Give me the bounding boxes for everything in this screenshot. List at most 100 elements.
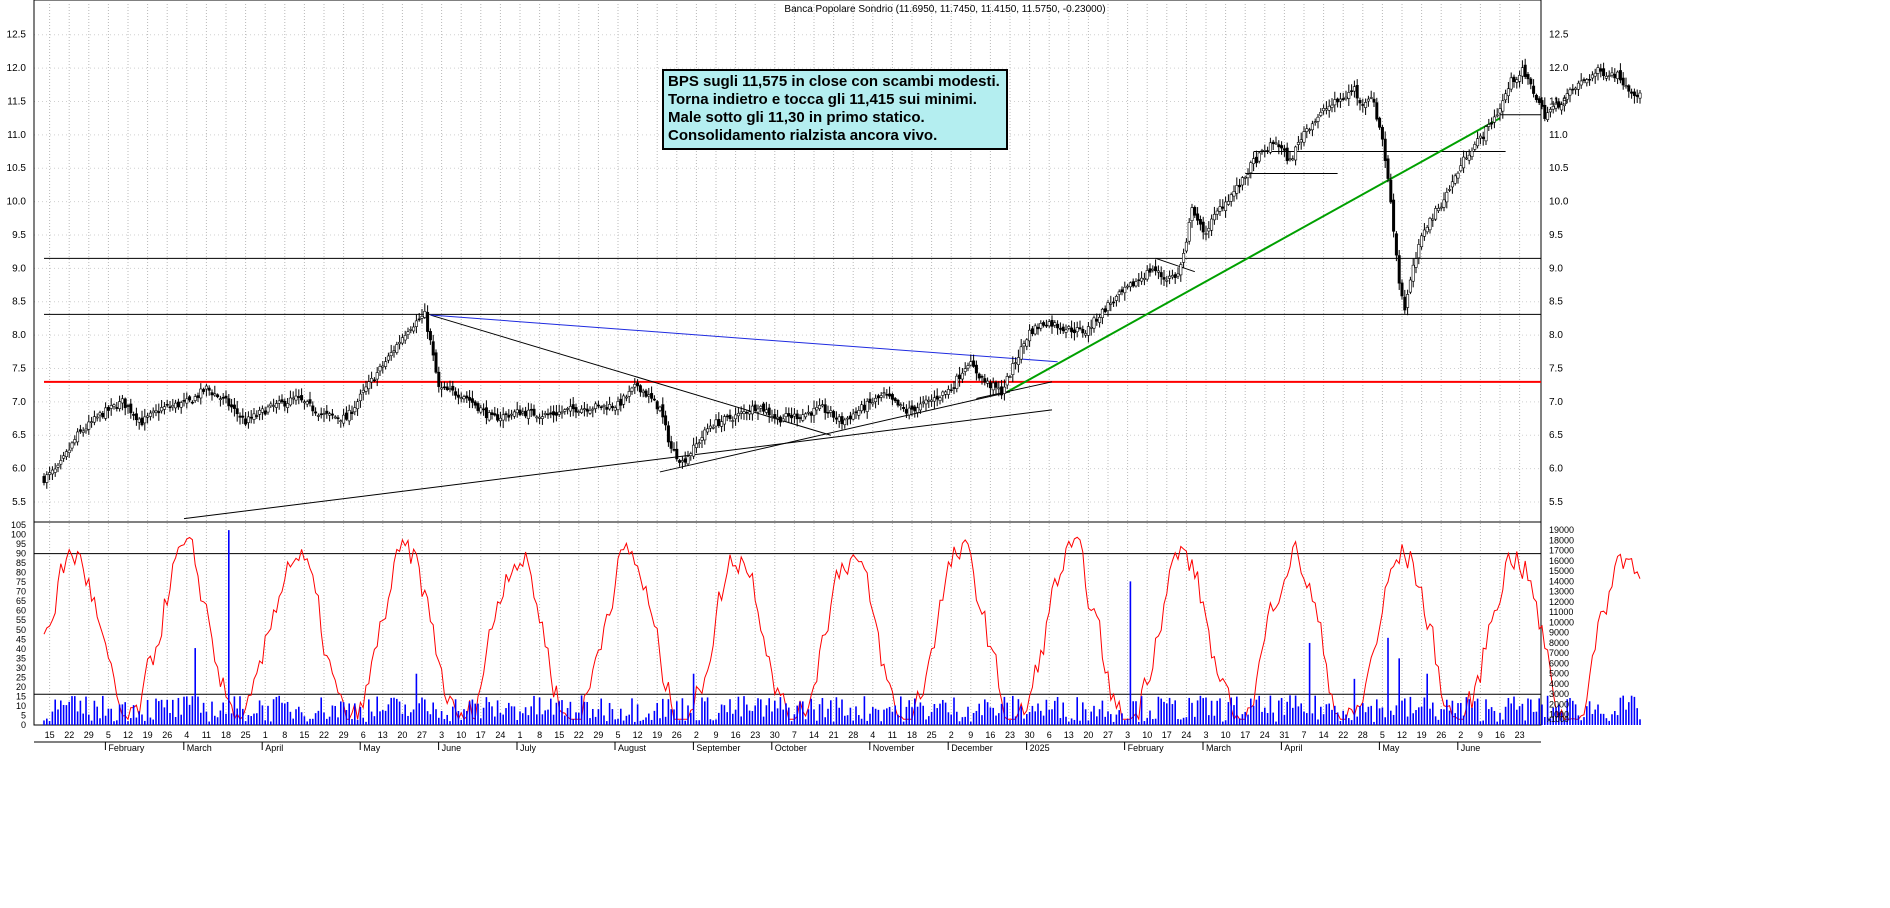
candle-body [1604, 76, 1608, 79]
candle-body [1327, 105, 1331, 111]
candle-body [1249, 162, 1253, 174]
osc-tick: 100 [11, 530, 26, 540]
candle-body [1184, 241, 1188, 252]
y-tick-right: 7.5 [1549, 363, 1563, 374]
x-day-label: 30 [770, 730, 780, 740]
candle-body [1495, 114, 1499, 117]
candle-body [1632, 91, 1636, 96]
candle-body [260, 408, 264, 413]
candle-body [1366, 98, 1370, 102]
candle-body [918, 403, 922, 411]
candle-body [1036, 326, 1040, 330]
candle-body [361, 389, 365, 393]
x-day-label: 26 [1436, 730, 1446, 740]
y-tick-right: 9.0 [1549, 263, 1563, 274]
candle-body [498, 417, 502, 422]
candle-body [832, 411, 836, 418]
candle-body [843, 419, 847, 426]
candle-body [101, 413, 105, 418]
annotation-line-1: BPS sugli 11,575 in close con scambi mod… [668, 73, 1000, 90]
candle-body [574, 407, 578, 413]
blue-resistance [430, 314, 1058, 363]
x-day-label: 6 [361, 730, 366, 740]
candle-body [412, 326, 416, 332]
candle-body [927, 399, 931, 402]
candle-body [426, 312, 430, 332]
candle-body [703, 429, 707, 441]
candle-body [613, 407, 617, 411]
candle-body [834, 417, 838, 420]
osc-tick: 25 [16, 672, 26, 682]
candle-body [1274, 142, 1278, 145]
candle-body [717, 418, 721, 426]
x-day-label: 11 [888, 730, 897, 740]
candle-body [336, 417, 340, 420]
candle-body [890, 394, 894, 400]
candle-body [263, 410, 267, 415]
candle-body [1428, 218, 1432, 231]
x-day-label: 15 [554, 730, 564, 740]
candle-body [946, 389, 950, 395]
annotation-box: BPS sugli 11,575 in close con scambi mod… [662, 69, 1008, 150]
candle-body [888, 393, 892, 397]
candle-body [599, 406, 603, 409]
x-month-label: October [775, 743, 807, 753]
candle-body [1386, 158, 1390, 179]
candle-body [697, 442, 701, 445]
candle-body [1512, 76, 1516, 83]
candle-body [490, 412, 494, 415]
candle-body [322, 413, 326, 415]
candle-body [650, 393, 654, 399]
candle-body [1588, 78, 1592, 81]
candle-body [389, 352, 393, 357]
candle-body [871, 402, 875, 405]
candle-body [1526, 74, 1530, 80]
candle-body [185, 398, 189, 404]
candle-body [776, 416, 780, 419]
candle-body [1579, 80, 1583, 86]
candle-body [823, 404, 827, 413]
osc-tick: 80 [16, 568, 26, 578]
x-day-label: 10 [1221, 730, 1231, 740]
candle-body [722, 416, 726, 425]
candle-body [1053, 322, 1057, 326]
candle-body [1383, 138, 1387, 161]
candle-body [1019, 346, 1023, 360]
candle-body [904, 409, 908, 414]
x-month-label: February [108, 743, 145, 753]
candle-body [795, 413, 799, 420]
candle-body [1551, 105, 1555, 110]
candle-body [448, 388, 452, 390]
candle-body [140, 417, 144, 426]
candle-body [468, 397, 472, 401]
candle-body [1484, 126, 1488, 142]
candle-body [820, 404, 824, 407]
candle-body [1515, 79, 1519, 83]
candle-body [1226, 201, 1230, 205]
x-day-label: 19 [1417, 730, 1427, 740]
candle-body [728, 414, 732, 419]
candle-body [123, 398, 127, 409]
candle-body [692, 444, 696, 457]
candle-body [1543, 104, 1547, 119]
x-day-label: 10 [456, 730, 466, 740]
candle-body [507, 414, 511, 418]
candle-body [647, 394, 651, 397]
volume-tick: 10000 [1549, 617, 1574, 627]
x-day-label: 20 [397, 730, 407, 740]
candle-body [372, 379, 376, 382]
x-day-label: 22 [64, 730, 74, 740]
candle-body [316, 415, 320, 417]
candle-body [386, 355, 390, 361]
candle-body [1165, 279, 1169, 282]
x-day-label: 24 [1260, 730, 1270, 740]
volume-tick: 4000 [1549, 679, 1569, 689]
candle-body [378, 366, 382, 372]
candle-body [759, 406, 763, 409]
candle-body [1324, 108, 1328, 111]
candle-body [1467, 154, 1471, 161]
candle-body [1319, 111, 1323, 116]
candle-body [64, 451, 68, 457]
candle-body [1445, 191, 1449, 203]
candle-body [1016, 357, 1020, 365]
